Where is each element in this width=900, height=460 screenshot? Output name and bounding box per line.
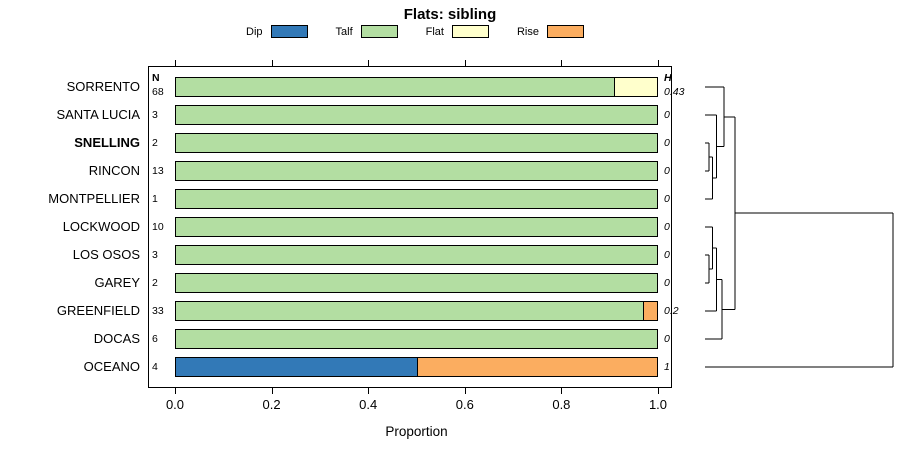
bar-row <box>175 245 658 265</box>
bar-segment-talf <box>176 218 657 236</box>
x-tick-bottom <box>658 388 659 394</box>
h-value: 0 <box>664 221 670 233</box>
row-label: SANTA LUCIA <box>56 107 140 122</box>
row-label: SORRENTO <box>66 79 140 94</box>
x-tick-top <box>658 60 659 66</box>
legend-swatch <box>360 25 398 38</box>
row-label: GAREY <box>94 275 140 290</box>
x-tick-label: 0.8 <box>552 397 571 412</box>
x-tick-top <box>271 60 273 66</box>
x-axis-title: Proportion <box>385 424 448 439</box>
x-tick-label: 0.2 <box>262 397 281 412</box>
bar-row <box>175 133 658 153</box>
x-tick-label: 0.0 <box>165 397 185 412</box>
bar-segment-dip <box>176 358 417 376</box>
row-label: LOCKWOOD <box>62 219 140 234</box>
row-label: MONTPELLIER <box>48 191 140 206</box>
bar-row <box>175 301 658 321</box>
h-value: 0.43 <box>664 86 685 98</box>
chart-title: Flats: sibling <box>403 6 497 23</box>
bar-row <box>175 357 658 377</box>
n-column-header: N <box>152 72 160 84</box>
bar-row <box>175 217 658 237</box>
x-tick-bottom <box>175 388 176 394</box>
dendrogram <box>705 86 894 368</box>
legend-item: Dip <box>246 25 308 38</box>
legend: Dip Talf Flat Rise <box>0 25 830 38</box>
bar-row <box>175 161 658 181</box>
bar-segment-talf <box>176 106 657 124</box>
n-value: 4 <box>152 361 158 373</box>
h-value: 1 <box>664 361 670 373</box>
x-tick-bottom <box>368 388 370 394</box>
n-value: 1 <box>152 193 158 205</box>
bar-segment-talf <box>176 330 657 348</box>
legend-label: Talf <box>335 25 353 38</box>
bar-row <box>175 273 658 293</box>
row-label: RINCON <box>88 163 140 178</box>
n-value: 6 <box>152 333 158 345</box>
bar-segment-flat <box>613 78 657 96</box>
legend-swatch <box>270 25 308 38</box>
x-tick-label: 1.0 <box>648 397 668 412</box>
row-label: OCEANO <box>83 359 140 374</box>
n-value: 2 <box>152 277 158 289</box>
bar-row <box>175 189 658 209</box>
h-column-header: H <box>664 72 672 84</box>
n-value: 2 <box>152 137 158 149</box>
x-tick-label: 0.6 <box>455 397 474 412</box>
n-value: 3 <box>152 109 158 121</box>
legend-item: Flat <box>426 25 489 38</box>
bar-segment-talf <box>176 78 614 96</box>
x-tick-top <box>368 60 370 66</box>
legend-item: Talf <box>336 25 398 38</box>
row-label: LOS OSOS <box>72 247 140 262</box>
bar-row <box>175 105 658 125</box>
x-tick-label: 0.4 <box>359 397 378 412</box>
legend-swatch <box>547 25 584 38</box>
legend-label: Dip <box>246 25 263 38</box>
legend-label: Flat <box>425 25 444 38</box>
row-label: GREENFIELD <box>56 303 140 318</box>
x-tick-top <box>175 60 176 66</box>
legend-item: Rise <box>517 25 584 38</box>
x-tick-top <box>561 60 563 66</box>
bar-segment-talf <box>176 190 657 208</box>
h-value: 0 <box>664 137 670 149</box>
n-value: 33 <box>152 305 164 317</box>
legend-label: Rise <box>516 25 539 38</box>
bar-segment-talf <box>176 246 657 264</box>
bar-row <box>175 77 658 97</box>
n-value: 3 <box>152 249 158 261</box>
n-value: 13 <box>152 165 164 177</box>
row-label: SNELLING <box>74 135 140 150</box>
bar-segment-rise <box>642 302 657 320</box>
x-tick-top <box>464 60 466 66</box>
x-tick-bottom <box>464 388 466 394</box>
bar-segment-talf <box>176 162 657 180</box>
n-value: 10 <box>152 221 164 233</box>
h-value: 0 <box>664 333 670 345</box>
h-value: 0 <box>664 277 670 289</box>
legend-swatch <box>451 25 489 38</box>
h-value: 0 <box>664 109 670 121</box>
bar-segment-talf <box>176 274 657 292</box>
bar-row <box>175 329 658 349</box>
bar-segment-talf <box>176 302 643 320</box>
bar-segment-talf <box>176 134 657 152</box>
h-value: 0.2 <box>664 305 679 317</box>
x-tick-bottom <box>561 388 563 394</box>
h-value: 0 <box>664 193 670 205</box>
h-value: 0 <box>664 249 670 261</box>
h-value: 0 <box>664 165 670 177</box>
n-value: 68 <box>152 86 164 98</box>
bar-segment-rise <box>416 358 657 376</box>
row-label: DOCAS <box>93 331 140 346</box>
x-tick-bottom <box>271 388 273 394</box>
